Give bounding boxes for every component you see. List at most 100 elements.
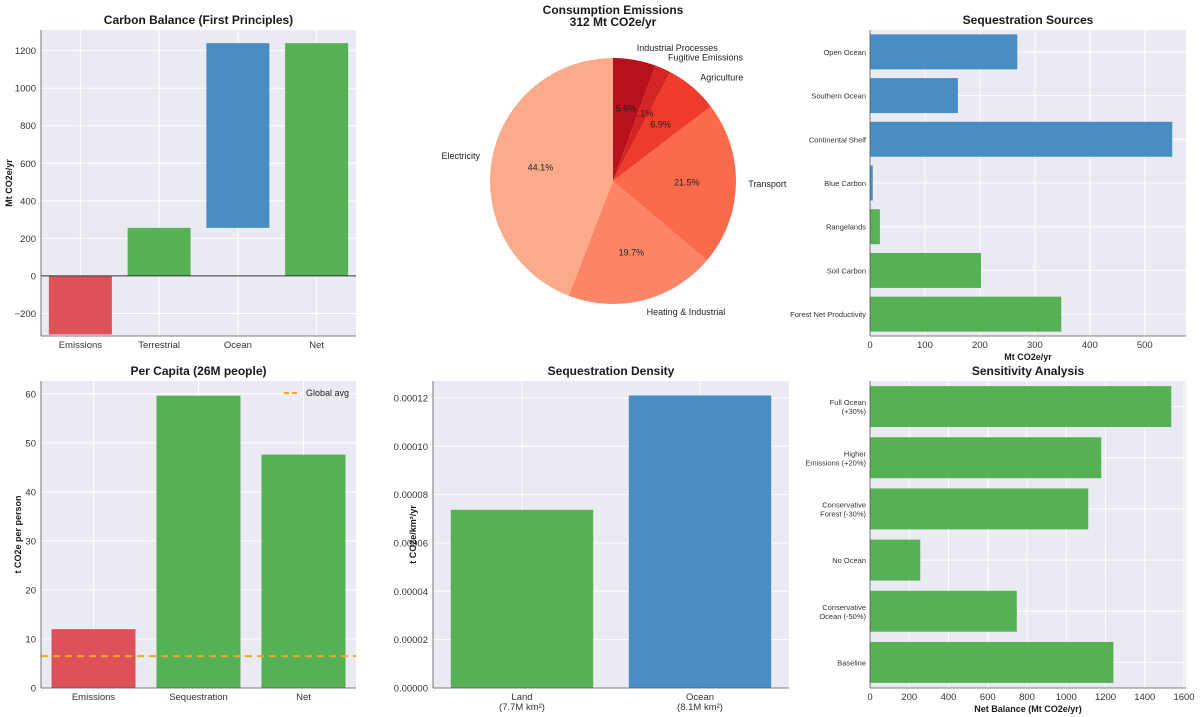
y-tick-label: Continental Shelf [809,135,867,144]
y-tick-label: 1000 [15,84,36,95]
y-tick-label: 200 [20,234,36,245]
x-tick-label: Terrestrial [138,340,180,351]
chart-subtitle: 312 Mt CO2e/yr [570,15,657,29]
chart-title: Sequestration Sources [963,13,1094,27]
pie-slice-label: Transport [748,179,787,189]
bar-sensitivity-analysis-4 [870,590,1017,632]
chart-sensitivity-analysis: 0 200 400 600 800 1000 1200 1400 1600 Full Ocean(… [805,364,1194,714]
x-tick-label: 400 [1082,340,1098,351]
y-tick-label: Conservative Forest (-30%) [820,500,866,518]
x-tick-label: Net [296,692,311,703]
x-axis-label: Mt CO2e/yr [1004,352,1052,362]
y-axis-label: t CO2e per person [13,495,23,573]
chart-sequestration-sources: 0 100 200 300 400 500 Open Ocean Southern Ocean… [790,13,1186,362]
x-tick-label: 200 [901,692,917,703]
bar-sequestration-sources-1 [870,78,958,114]
y-tick-label: 0.00000 [394,684,428,695]
chart-consumption-emissions: 44.1% Electricity 19.7% Heating & Industria… [441,3,786,317]
chart-carbon-balance: −200 0 200 400 600 800 1000 1200 Emissions Terres… [4,13,356,351]
chart-title: Per Capita (26M people) [130,364,266,378]
y-tick-label: 10 [25,634,36,645]
x-tick-label: 500 [1137,340,1153,351]
x-tick-label: 1200 [1095,692,1116,703]
pie-slice-percent: 21.5% [674,178,700,188]
pie-slice-percent: 5.6% [616,103,637,113]
y-tick-label: Higher Emissions (+20%) [805,449,866,467]
bar-carbon-balance-0 [48,275,112,335]
pie-slice-0 [490,58,613,296]
bar-carbon-balance-2 [206,43,270,228]
y-tick-label: 600 [20,159,36,170]
y-tick-label: Forest Net Productivity [790,310,866,319]
plot-area [870,381,1186,688]
y-tick-label: 0.00002 [394,635,428,646]
y-tick-label: 0.00010 [394,442,428,453]
chart-sequestration-density: 0.00000 0.00002 0.00004 0.00006 0.00008 0.000… [394,364,789,713]
y-tick-label: 30 [25,536,36,547]
bar-sequestration-density-1 [628,395,772,688]
bar-carbon-balance-1 [127,227,191,276]
y-tick-label: 50 [25,438,36,449]
chart-title: Sequestration Density [548,364,675,378]
chart-title: Consumption Emissions [543,3,684,17]
x-tick-label: Net [309,340,324,351]
x-tick-label: Land (7.7M km²) [499,692,545,713]
pie-slice-4 [613,65,671,181]
y-tick-label: 60 [25,389,36,400]
chart-title: Sensitivity Analysis [972,364,1085,378]
bar-sequestration-sources-3 [870,165,873,201]
y-tick-label: Baseline [837,658,866,667]
bar-sequestration-density-0 [450,509,594,688]
bar-per-capita-0 [51,629,136,688]
pie-slice-label: Agriculture [700,73,743,83]
x-tick-label: 1600 [1173,692,1194,703]
x-axis-label: Net Balance (Mt CO2e/yr) [974,704,1082,714]
y-tick-label: 0.00012 [394,393,428,404]
chart-per-capita: 0 10 20 30 40 50 60 Emissions Sequestration Net Gl… [13,364,356,703]
y-tick-label: Soil Carbon [827,266,866,275]
pie-slice-percent: 2.1% [633,109,654,119]
y-tick-label: 0 [31,684,36,695]
bar-sequestration-sources-6 [870,296,1062,332]
y-tick-label: 40 [25,487,36,498]
y-tick-label: Blue Carbon [824,179,866,188]
bar-sequestration-sources-2 [870,121,1173,157]
x-tick-label: 600 [980,692,996,703]
bar-sequestration-sources-4 [870,209,880,245]
bar-sequestration-sources-0 [870,34,1018,70]
x-tick-label: Emissions [72,692,116,703]
bar-sequestration-sources-5 [870,252,982,288]
pie-slice-2 [613,106,736,261]
y-tick-label: 0.00008 [394,490,428,501]
bar-per-capita-2 [261,454,346,688]
x-tick-label: 800 [1019,692,1035,703]
x-tick-label: 200 [972,340,988,351]
pie-slice-percent: 44.1% [528,162,554,172]
y-tick-label: 800 [20,121,36,132]
x-tick-label: 1000 [1056,692,1077,703]
x-tick-label: Ocean [224,340,252,351]
x-tick-label: 400 [941,692,957,703]
y-axis-label: Mt CO2e/yr [4,159,14,207]
y-tick-label: 20 [25,585,36,596]
pie-slice-label: Industrial Processes [637,43,719,53]
pie-slice-percent: 19.7% [619,247,645,257]
chart-title: Carbon Balance (First Principles) [104,13,293,27]
y-axis-label: t CO2e/km²/yr [408,505,418,564]
y-tick-label: 0.00006 [394,538,428,549]
x-tick-label: 0 [867,340,872,351]
bar-sensitivity-analysis-3 [870,539,921,581]
bar-sensitivity-analysis-1 [870,437,1102,479]
y-tick-label: Full Ocean (+30%) [830,398,867,416]
pie-slice-percent: 6.9% [650,120,671,130]
x-tick-label: 300 [1027,340,1043,351]
bar-sensitivity-analysis-5 [870,641,1114,683]
y-tick-label: Rangelands [826,223,866,232]
pie-slice-5 [613,58,656,181]
x-tick-label: 1400 [1134,692,1155,703]
y-tick-label: Conservative Ocean (-50%) [819,603,866,621]
y-tick-label: No Ocean [832,556,866,565]
pie-slice-label: Heating & Industrial [647,307,726,317]
bar-sensitivity-analysis-0 [870,386,1172,428]
